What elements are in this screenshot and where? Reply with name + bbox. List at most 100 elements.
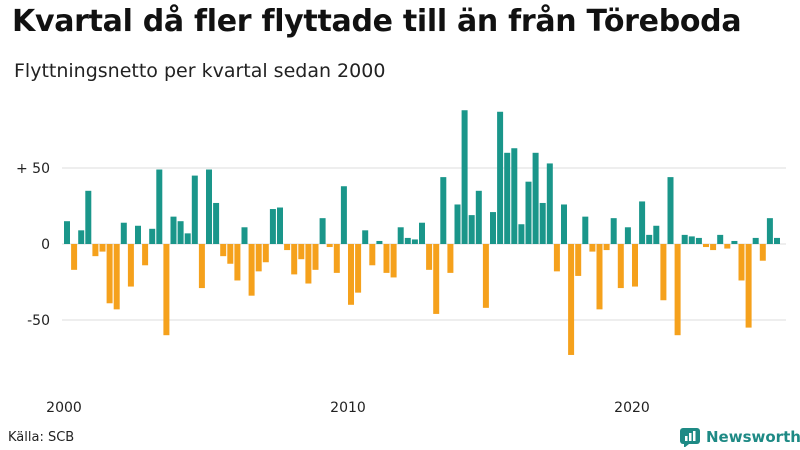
bar [404,237,411,244]
bar [490,212,496,244]
newsworthy-logo: Newsworthy [680,427,800,447]
bar [610,218,617,244]
bar [561,204,567,244]
bar [85,190,92,244]
bar-chart-icon [680,428,700,447]
bar [184,233,191,244]
bar [411,239,418,244]
bar [277,207,283,244]
bar [766,218,773,244]
bar [568,244,575,355]
bar [447,244,454,273]
source-note: Källa: SCB [8,430,75,445]
y-axis-ticks: + 50 0 -50 [16,161,50,329]
bar [660,244,667,301]
x-axis-ticks: 2000 2010 2020 [46,400,650,416]
y-tick-label: -50 [27,313,50,329]
bar [653,225,660,244]
bar [525,181,532,244]
brand-name: Newsworthy [706,428,800,446]
bar [419,222,425,244]
bar [234,244,241,281]
chart-title: Kvartal då fler flyttade till än från Tö… [12,4,742,39]
bar [774,237,780,244]
bar [255,244,262,272]
bar [390,244,397,278]
bar [92,244,99,257]
bar [170,216,177,244]
bar [376,240,383,244]
bar [703,244,709,248]
bar [667,177,674,244]
bar [695,237,702,244]
y-tick-label: 0 [41,237,50,253]
bar [731,240,738,244]
bar [248,244,255,296]
bar [433,244,440,314]
bar [397,227,404,244]
bar [426,244,433,270]
bar [78,230,85,244]
bar [206,169,212,244]
bar [752,237,759,244]
bar [738,244,745,281]
bar [454,204,461,244]
bar [603,244,610,251]
bar [461,110,468,245]
bar [305,244,312,284]
bar [482,244,489,308]
y-tick-label: + 50 [16,161,50,177]
bar [227,244,234,264]
bar [262,244,269,263]
bar [504,152,511,244]
bar [64,221,70,244]
bar [284,244,291,251]
bar [113,244,120,310]
x-tick-label: 2000 [46,400,82,416]
bar [163,244,170,336]
bar [220,244,227,257]
chart-subtitle: Flyttningsnetto per kvartal sedan 2000 [14,60,386,82]
bar [546,163,553,244]
bar [142,244,149,266]
bar [688,236,695,244]
bar [582,216,589,244]
bar [99,244,106,252]
bar [475,190,482,244]
bar [156,169,163,244]
bar [269,209,276,244]
bar [291,244,298,275]
bar [539,202,546,244]
bar [369,244,376,266]
x-tick-label: 2020 [614,400,650,416]
bar [724,244,731,249]
bar-series [64,110,780,355]
bar [149,228,156,244]
bar [589,244,596,252]
bar [617,244,624,289]
bar [177,221,184,244]
bar [312,244,319,270]
bar [717,234,724,244]
bar [745,244,752,328]
bar [440,177,447,244]
bar [674,244,681,336]
bar [596,244,603,310]
bar [497,111,504,244]
bar [355,244,362,293]
bar [348,244,354,305]
bar [198,244,205,289]
x-tick-label: 2010 [330,400,366,416]
bar [710,244,717,251]
bar [624,227,631,244]
bar [639,201,646,244]
bar [191,175,198,244]
bar [632,244,638,287]
bar [106,244,113,304]
bar [362,230,369,244]
bar [518,224,525,244]
bar [340,186,347,244]
bar [532,152,539,244]
bar [333,244,340,273]
